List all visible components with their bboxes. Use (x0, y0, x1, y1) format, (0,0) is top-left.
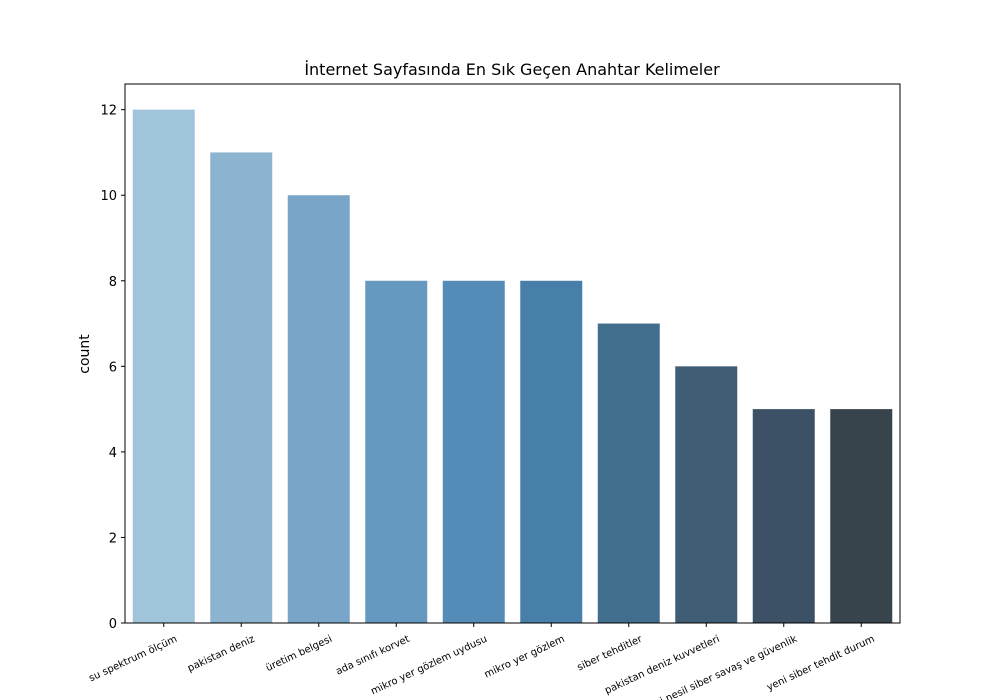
y-tick-label: 10 (100, 189, 117, 204)
y-tick-label: 8 (109, 275, 117, 290)
x-tick-label: pakistan deniz (186, 634, 257, 675)
bar (752, 409, 815, 623)
y-tick-label: 12 (100, 104, 117, 119)
bar (442, 280, 505, 623)
y-tick-label: 6 (109, 360, 117, 375)
x-tick-label: siber tehditler (576, 633, 645, 673)
bar (675, 366, 738, 623)
x-tick-label: mikro yer gözlem (483, 634, 567, 681)
chart-title: İnternet Sayfasında En Sık Geçen Anahtar… (304, 60, 720, 79)
bar (520, 280, 583, 623)
x-tick-label: su spektrum ölçüm (87, 634, 179, 685)
plot-frame (124, 83, 901, 624)
bar (210, 152, 273, 623)
bar (597, 323, 660, 623)
x-tick-label: ada sınıfı korvet (334, 634, 411, 678)
bar (365, 280, 428, 623)
x-axis: su spektrum ölçüm pakistan deniz üretim be… (87, 623, 877, 700)
bar (830, 409, 893, 623)
y-tick-label: 2 (109, 531, 117, 546)
x-tick-label: üretim belgesi (264, 634, 334, 674)
y-tick-label: 4 (109, 446, 117, 461)
bars-group (132, 109, 893, 623)
y-axis: 0 2 4 6 8 10 12 (100, 104, 125, 632)
y-axis-label: count (77, 334, 93, 374)
bar (287, 195, 350, 623)
y-tick-label: 0 (109, 617, 117, 632)
bar (132, 109, 195, 623)
